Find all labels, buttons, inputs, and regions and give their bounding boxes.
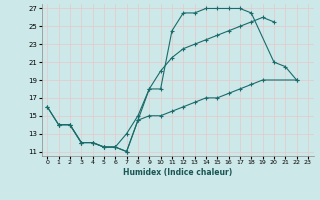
X-axis label: Humidex (Indice chaleur): Humidex (Indice chaleur) [123,168,232,177]
